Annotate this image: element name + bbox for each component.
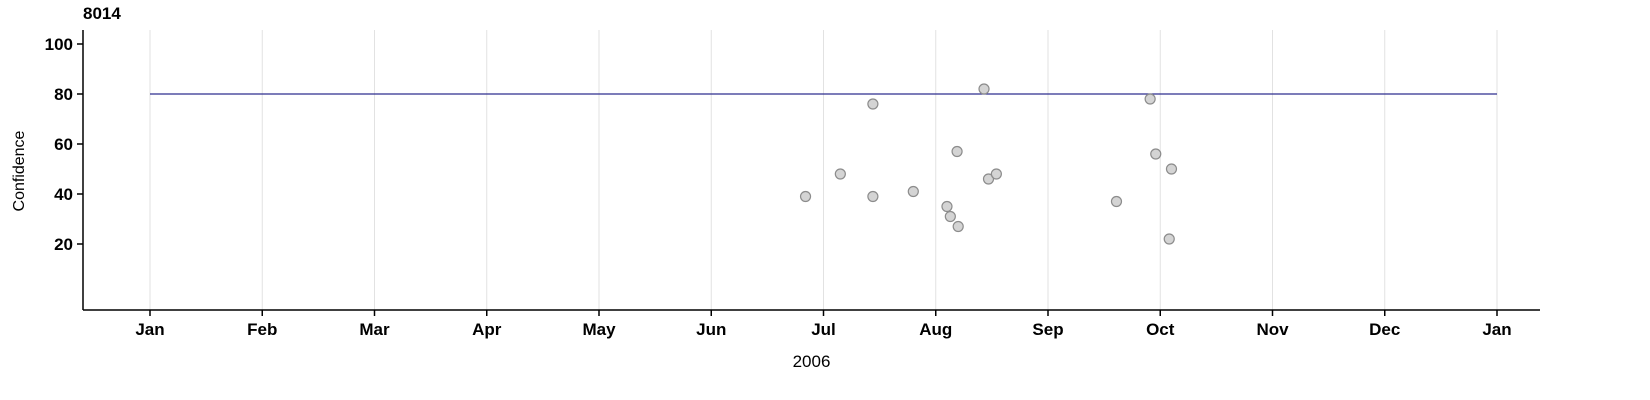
data-point [982,173,995,185]
x-tick-label: Apr [472,320,502,339]
x-tick-label: Jun [696,320,726,339]
data-point [1163,233,1175,245]
x-tick-label: Oct [1146,320,1175,339]
data-point [867,98,879,110]
x-tick-label: Jul [811,320,836,339]
y-axis-label: Confidence [11,130,28,212]
data-point [1110,195,1123,208]
x-tick-label: Mar [359,320,390,339]
data-point [1165,163,1178,175]
data-point [990,168,1002,180]
y-tick-label: 20 [54,235,73,254]
data-point [978,83,990,95]
data-point [952,220,964,233]
x-tick-label: Feb [247,320,277,339]
x-axis-label: 2006 [792,352,831,371]
data-point [907,185,919,198]
y-tick-label: 80 [54,85,73,104]
data-point [941,200,953,213]
data-point [944,210,956,223]
data-point [1144,93,1156,105]
x-tick-label: Dec [1369,320,1400,339]
x-tick-label: Nov [1256,320,1289,339]
y-tick-label: 40 [54,185,73,204]
data-point [1150,148,1162,160]
x-tick-label: Jan [1482,320,1511,339]
data-point [799,190,812,203]
data-point [951,145,963,158]
y-tick-label: 100 [45,35,73,54]
y-tick-label: 60 [54,135,73,154]
chart-title: 8014 [83,4,121,23]
data-point [834,168,846,180]
x-tick-label: Aug [919,320,952,339]
x-tick-label: May [582,320,616,339]
x-tick-label: Jan [135,320,164,339]
data-point [867,190,879,203]
x-tick-label: Sep [1032,320,1063,339]
